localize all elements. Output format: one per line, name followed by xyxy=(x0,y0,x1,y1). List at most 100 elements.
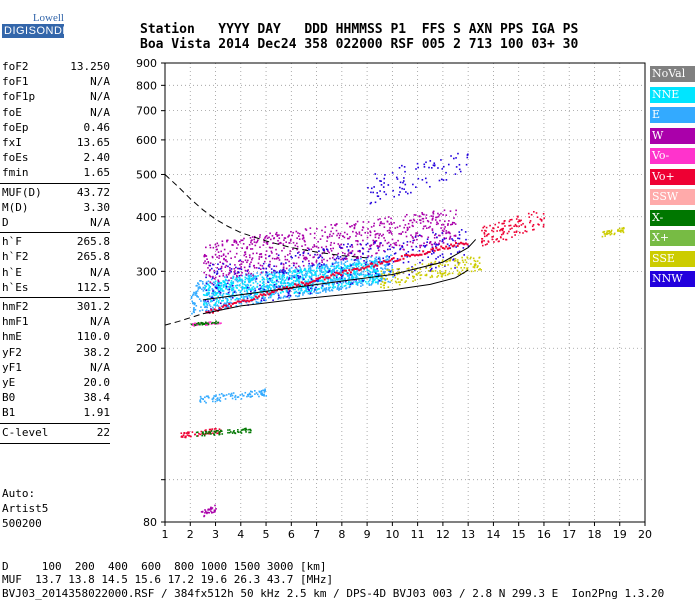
data-point xyxy=(387,216,390,218)
data-point xyxy=(314,253,316,256)
data-point xyxy=(412,280,414,283)
data-point xyxy=(465,269,468,272)
data-point xyxy=(230,285,232,287)
data-point xyxy=(304,268,307,271)
data-point xyxy=(337,255,339,258)
data-point xyxy=(205,309,208,311)
data-point xyxy=(324,231,326,233)
data-point xyxy=(236,247,238,249)
data-point xyxy=(289,289,291,292)
data-point xyxy=(299,276,301,279)
data-point xyxy=(207,283,209,286)
data-point xyxy=(426,238,429,241)
data-point xyxy=(367,265,370,268)
data-point xyxy=(210,430,213,432)
data-point xyxy=(487,233,490,235)
data-point xyxy=(380,270,383,273)
data-point xyxy=(216,267,219,269)
data-point xyxy=(220,270,223,272)
data-point xyxy=(234,278,237,281)
data-point xyxy=(245,301,248,304)
data-point xyxy=(383,287,385,289)
data-point xyxy=(263,283,265,286)
data-point xyxy=(203,255,206,258)
data-point xyxy=(209,428,212,431)
data-point xyxy=(232,289,235,291)
data-point xyxy=(539,218,542,220)
data-point xyxy=(211,256,214,259)
data-point xyxy=(421,235,423,238)
data-point xyxy=(406,276,408,279)
data-point xyxy=(196,295,198,298)
data-point xyxy=(191,431,194,433)
data-point xyxy=(214,395,217,398)
data-point xyxy=(220,322,222,324)
data-point xyxy=(528,216,531,218)
data-point xyxy=(351,275,354,278)
x-tick-label: 15 xyxy=(512,528,526,541)
data-point xyxy=(288,290,291,293)
data-point xyxy=(377,218,379,221)
data-point xyxy=(234,299,237,301)
data-point xyxy=(331,262,334,264)
data-point xyxy=(231,287,233,290)
data-point xyxy=(326,235,329,238)
data-point xyxy=(200,280,202,282)
data-point xyxy=(429,276,432,279)
data-point xyxy=(182,434,185,436)
data-point xyxy=(484,243,487,246)
data-point xyxy=(430,270,433,273)
data-point xyxy=(272,242,274,244)
data-point xyxy=(297,277,300,279)
data-point xyxy=(241,247,243,249)
data-point xyxy=(205,276,207,279)
data-point xyxy=(374,281,377,283)
data-point xyxy=(278,277,281,280)
data-point xyxy=(390,221,392,224)
data-point xyxy=(347,254,350,257)
data-point xyxy=(401,187,403,190)
data-point xyxy=(298,294,301,297)
data-point xyxy=(360,257,362,260)
data-point xyxy=(256,240,259,243)
data-point xyxy=(256,286,258,288)
data-point xyxy=(383,249,385,252)
data-point xyxy=(618,227,621,230)
data-point xyxy=(515,230,518,233)
data-point xyxy=(442,179,445,181)
data-point xyxy=(540,218,543,221)
data-point xyxy=(265,271,268,273)
data-point xyxy=(211,511,213,514)
data-point xyxy=(294,255,297,257)
data-point xyxy=(357,265,360,268)
data-point xyxy=(232,430,235,433)
data-point xyxy=(248,254,251,256)
data-point xyxy=(345,269,347,272)
data-point xyxy=(207,293,209,296)
data-point xyxy=(304,244,307,246)
data-point xyxy=(230,393,232,396)
data-point xyxy=(456,244,459,247)
data-point xyxy=(243,295,246,298)
data-point xyxy=(424,225,427,227)
data-point xyxy=(606,230,609,232)
data-point xyxy=(295,279,297,282)
data-point xyxy=(238,278,241,281)
data-point xyxy=(335,257,338,260)
data-point xyxy=(386,261,389,264)
data-point xyxy=(330,230,332,233)
data-point xyxy=(367,232,369,234)
data-point xyxy=(335,260,337,263)
data-point xyxy=(249,431,252,434)
data-point xyxy=(394,276,397,279)
data-point xyxy=(201,309,204,311)
data-point xyxy=(452,239,454,242)
data-point xyxy=(359,268,362,271)
data-point xyxy=(300,289,303,292)
data-point xyxy=(243,237,245,240)
param-key: foE xyxy=(2,105,22,119)
data-point xyxy=(320,275,323,278)
data-point xyxy=(261,278,264,281)
data-point xyxy=(383,182,385,184)
data-point xyxy=(270,288,272,291)
